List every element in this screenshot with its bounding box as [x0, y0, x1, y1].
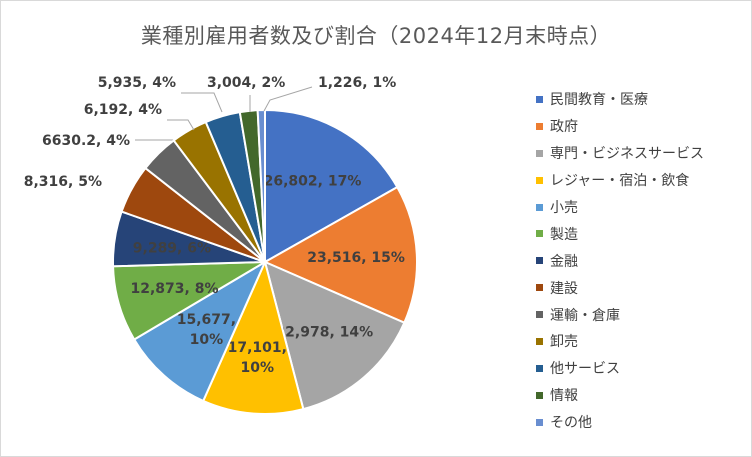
chart-legend: 民間教育・医療 政府専門・ビジネスサービス レジャー・宿泊・飲食 小売製造金融建設運輸…	[536, 86, 704, 436]
leader-line	[263, 86, 313, 112]
legend-swatch	[536, 257, 543, 265]
leader-line	[181, 92, 223, 113]
legend-item: 民間教育・医療	[536, 86, 704, 113]
data-label: 3,004, 2%	[207, 75, 285, 91]
legend-label: 製造	[550, 226, 578, 243]
data-label: 17,101, 10%	[228, 340, 287, 376]
legend-label: 政府	[550, 119, 578, 136]
legend-label: レジャー・宿泊・飲食	[550, 173, 690, 190]
chart-title: 業種別雇用者数及び割合（2024年12月末時点）	[140, 24, 612, 48]
data-label: 8,316, 5%	[24, 174, 102, 190]
legend-swatch	[536, 203, 543, 211]
legend-label: その他	[550, 415, 592, 432]
legend-item: 他サービス	[536, 355, 704, 382]
data-label: 1,226, 1%	[318, 75, 396, 91]
legend-item: 運輸・倉庫	[536, 301, 704, 328]
legend-label: 小売	[550, 200, 578, 216]
data-label: 26,802, 17%	[264, 174, 362, 190]
legend-item: 卸売	[536, 328, 704, 355]
legend-item: 建設	[536, 274, 704, 301]
legend-swatch	[536, 284, 543, 292]
legend-item: 金融	[536, 247, 704, 274]
legend-swatch	[536, 95, 543, 103]
legend-swatch	[536, 364, 543, 372]
pie-slice	[201, 258, 305, 415]
legend-label: 情報	[550, 388, 578, 405]
legend-swatch	[536, 122, 543, 130]
pie-slice	[264, 108, 399, 264]
pie-slice	[263, 260, 406, 411]
legend-label: 卸売	[550, 334, 578, 351]
data-label: 15,677, 10%	[177, 312, 236, 348]
legend-swatch	[536, 176, 543, 184]
legend-item: 政府	[536, 113, 704, 140]
legend-label: 民間教育・医療	[550, 92, 648, 109]
leader-line	[167, 119, 195, 131]
legend-item: レジャー・宿泊・飲食	[536, 167, 704, 194]
legend-label: 運輸・倉庫	[550, 307, 620, 324]
data-label: 6,192, 4%	[84, 102, 162, 118]
legend-label: 他サービス	[550, 361, 620, 378]
legend-item: 製造	[536, 220, 704, 247]
legend-label: 金融	[550, 253, 578, 270]
legend-swatch	[536, 418, 543, 426]
legend-label: 建設	[550, 280, 578, 297]
data-label: 9,289, 6%	[133, 240, 211, 256]
legend-swatch	[536, 337, 543, 345]
legend-item: 情報	[536, 382, 704, 409]
data-label: 23,516, 15%	[307, 250, 405, 266]
legend-label: 専門・ビジネスサービス	[550, 146, 704, 163]
data-label: 5,935, 4%	[98, 75, 176, 91]
legend-item: 専門・ビジネスサービス	[536, 140, 704, 167]
legend-swatch	[536, 230, 543, 238]
legend-item: 小売	[536, 194, 704, 221]
data-label: 22,978, 14%	[275, 324, 373, 340]
legend-swatch	[536, 391, 543, 399]
legend-swatch	[536, 311, 543, 319]
pie-slice	[262, 185, 418, 325]
legend-item: その他	[536, 409, 704, 436]
pie-slice	[132, 259, 268, 403]
legend-swatch	[536, 149, 543, 157]
data-label: 12,873, 8%	[131, 281, 219, 297]
data-label: 6630.2, 4%	[42, 133, 130, 149]
